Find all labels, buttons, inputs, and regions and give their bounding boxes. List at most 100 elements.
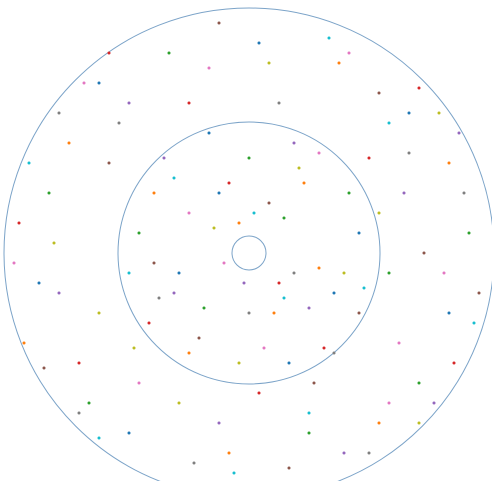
dot — [267, 201, 271, 205]
dot — [217, 191, 221, 195]
dot — [47, 191, 51, 195]
dot — [232, 471, 236, 475]
dot — [227, 451, 231, 455]
dot — [212, 226, 216, 230]
dot — [107, 161, 111, 165]
dot — [192, 461, 196, 465]
dot — [272, 311, 276, 315]
dot — [252, 211, 256, 215]
dot — [137, 231, 141, 235]
dot — [367, 156, 371, 160]
dot — [217, 21, 221, 25]
dot — [177, 271, 181, 275]
dot — [97, 436, 101, 440]
dot — [17, 221, 21, 225]
ring — [117, 121, 381, 385]
dot — [127, 431, 131, 435]
dot — [307, 411, 311, 415]
dot — [422, 251, 426, 255]
dot — [127, 271, 131, 275]
dot — [357, 311, 361, 315]
dot — [247, 311, 251, 315]
dot — [172, 291, 176, 295]
dot — [322, 346, 326, 350]
dot — [97, 311, 101, 315]
dot — [37, 281, 41, 285]
dot — [312, 381, 316, 385]
dot — [42, 366, 46, 370]
dot — [317, 151, 321, 155]
dot — [57, 111, 61, 115]
dot — [387, 401, 391, 405]
dot — [162, 156, 166, 160]
dot — [292, 141, 296, 145]
dot — [287, 361, 291, 365]
dot — [387, 121, 391, 125]
dot — [277, 281, 281, 285]
dot — [202, 306, 206, 310]
dot — [472, 321, 476, 325]
dot — [222, 261, 226, 265]
dot — [407, 111, 411, 115]
dot — [347, 191, 351, 195]
dot — [437, 111, 441, 115]
dot — [342, 271, 346, 275]
dot — [57, 291, 61, 295]
dot — [327, 36, 331, 40]
dot — [307, 306, 311, 310]
dot — [467, 231, 471, 235]
dot — [27, 161, 31, 165]
dot — [12, 261, 16, 265]
dot — [402, 191, 406, 195]
dot — [477, 291, 481, 295]
dot — [442, 271, 446, 275]
dot — [282, 296, 286, 300]
dot — [377, 421, 381, 425]
dot — [287, 466, 291, 470]
dot — [447, 161, 451, 165]
dot — [187, 351, 191, 355]
dot — [172, 176, 176, 180]
dot — [362, 286, 366, 290]
dot — [217, 421, 221, 425]
dot — [97, 81, 101, 85]
dot — [417, 86, 421, 90]
dot — [457, 131, 461, 135]
dot — [207, 131, 211, 135]
dot — [387, 271, 391, 275]
ring — [3, 7, 492, 481]
dot — [332, 351, 336, 355]
dot — [417, 421, 421, 425]
dot — [197, 336, 201, 340]
dot — [227, 181, 231, 185]
dot — [77, 411, 81, 415]
dot — [67, 141, 71, 145]
dot — [247, 156, 251, 160]
dot — [242, 281, 246, 285]
dot — [417, 381, 421, 385]
dot — [157, 296, 161, 300]
dot — [337, 61, 341, 65]
dot — [187, 101, 191, 105]
dot — [302, 181, 306, 185]
dot — [22, 341, 26, 345]
dot — [127, 101, 131, 105]
dot — [257, 391, 261, 395]
dot — [462, 191, 466, 195]
dot — [237, 361, 241, 365]
dot — [117, 121, 121, 125]
dot — [237, 221, 241, 225]
dot — [377, 91, 381, 95]
dot — [292, 271, 296, 275]
dot — [177, 401, 181, 405]
dot — [52, 241, 56, 245]
dot — [347, 51, 351, 55]
dot — [367, 451, 371, 455]
dot — [307, 431, 311, 435]
dot — [207, 66, 211, 70]
dot — [147, 321, 151, 325]
dot — [267, 61, 271, 65]
dot — [357, 231, 361, 235]
